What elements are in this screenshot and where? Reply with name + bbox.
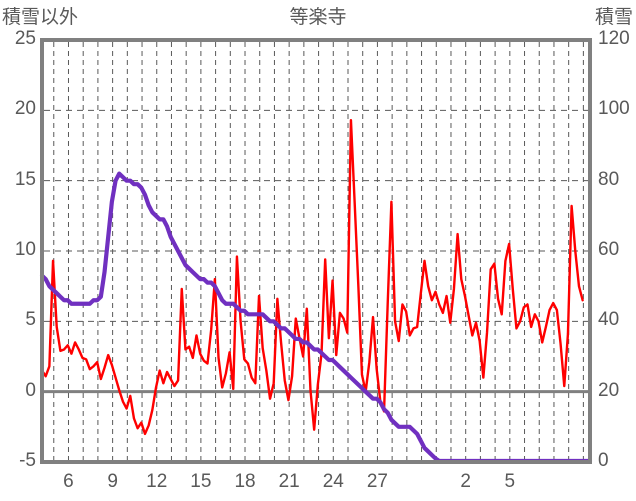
x-tick-label: 9	[107, 471, 118, 492]
x-tick-label: 2	[460, 471, 471, 492]
x-tick-label: 27	[366, 471, 388, 492]
left-tick-label: 15	[14, 168, 36, 190]
right-tick-label: 80	[598, 168, 620, 190]
x-tick-label: 5	[504, 471, 516, 492]
x-tick-label: 21	[278, 471, 300, 492]
x-tick-label: 24	[322, 471, 344, 492]
left-axis-title: 積雪以外	[2, 7, 79, 28]
left-tick-label: 0	[25, 379, 36, 401]
left-tick-label: 5	[25, 309, 36, 331]
right-tick-label: 60	[598, 239, 620, 260]
right-tick-label: 120	[598, 28, 630, 49]
chart-title: 等楽寺	[289, 7, 347, 28]
x-tick-label: 12	[146, 471, 168, 492]
right-tick-label: 20	[598, 379, 620, 401]
right-axis-title: 積雪	[594, 7, 633, 28]
right-tick-label: 40	[598, 309, 620, 331]
series-line-other	[40, 118, 584, 436]
x-tick-label: 6	[63, 471, 74, 492]
plot-frame	[40, 38, 592, 464]
x-tick-label: 15	[190, 471, 212, 492]
left-tick-label: 10	[14, 239, 36, 260]
left-tick-label: -5	[19, 450, 36, 471]
horizontal-gridlines	[44, 109, 588, 322]
left-tick-label: 20	[14, 98, 36, 120]
x-tick-label: 18	[234, 471, 256, 492]
right-tick-label: 0	[598, 450, 609, 471]
left-tick-label: 25	[14, 28, 36, 49]
right-tick-label: 100	[598, 98, 630, 120]
